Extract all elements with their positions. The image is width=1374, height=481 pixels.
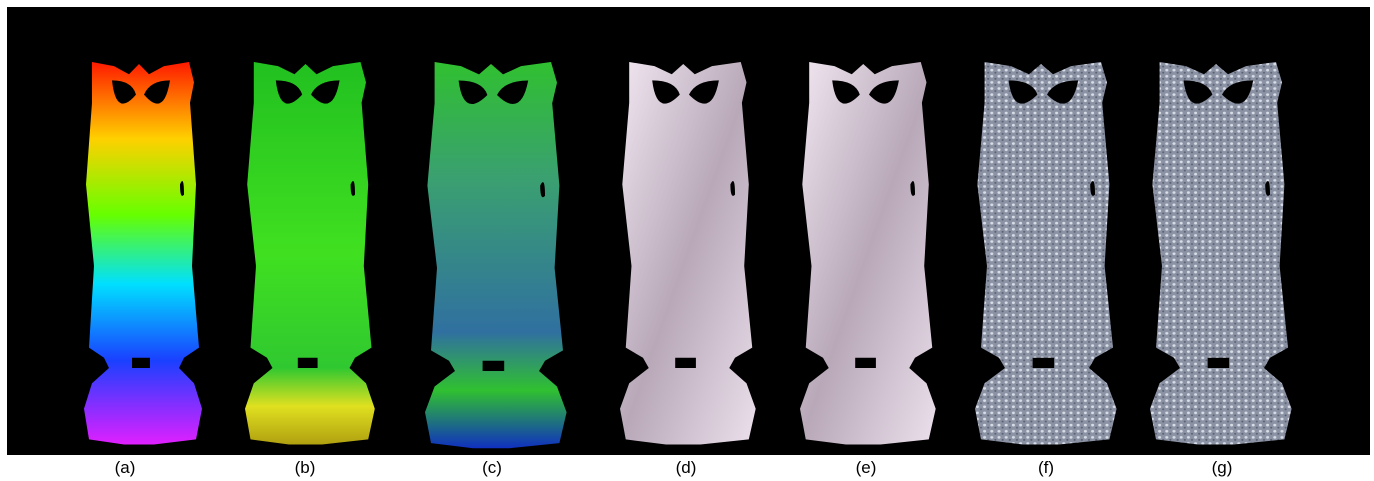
render-d — [620, 62, 756, 445]
render-c — [425, 62, 567, 448]
panel-label: (a) — [115, 458, 136, 477]
render-f — [975, 62, 1117, 445]
render-a — [84, 62, 202, 445]
page: (a) (b) (c) (d) (e) (f) (g) (() => { con… — [0, 0, 1374, 481]
panel-label: (d) — [676, 458, 697, 477]
panel-label: (c) — [482, 458, 502, 477]
panel-label: (g) — [1212, 458, 1233, 477]
figure: (a) (b) (c) (d) (e) (f) (g) — [0, 0, 1374, 481]
render-e — [800, 62, 936, 445]
render-b — [245, 62, 375, 445]
panel-label: (e) — [856, 458, 877, 477]
render-g — [1150, 62, 1292, 445]
panel-label: (b) — [295, 458, 316, 477]
panel-label: (f) — [1038, 458, 1054, 477]
